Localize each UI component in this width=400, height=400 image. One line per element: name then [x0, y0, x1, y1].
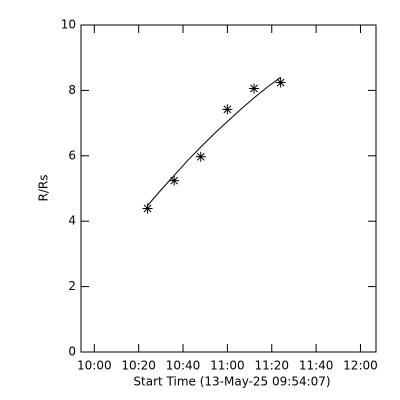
point: [275, 77, 286, 88]
x-tick-label: 11:20: [254, 359, 289, 373]
y-tick-label: 2: [68, 279, 76, 293]
point: [222, 104, 233, 115]
x-axis-label: Start Time (13-May-25 09:54:07): [133, 375, 330, 389]
y-tick-label: 0: [68, 345, 76, 359]
x-tick-label: 10:40: [166, 359, 201, 373]
y-axis-label: R/Rs: [37, 175, 51, 202]
x-tick-label: 12:00: [343, 359, 378, 373]
point: [195, 151, 206, 162]
x-tick-label: 11:40: [299, 359, 334, 373]
y-tick-label: 4: [68, 214, 76, 228]
point: [249, 83, 260, 94]
y-tick-label: 6: [68, 148, 76, 162]
x-tick-label: 10:00: [77, 359, 112, 373]
y-tick-label: 10: [61, 18, 76, 32]
point: [169, 175, 180, 186]
plot-frame: [80, 24, 377, 353]
point: [142, 203, 153, 214]
x-tick-label: 11:00: [210, 359, 245, 373]
y-tick-label: 8: [68, 83, 76, 97]
x-tick-label: 10:20: [121, 359, 156, 373]
